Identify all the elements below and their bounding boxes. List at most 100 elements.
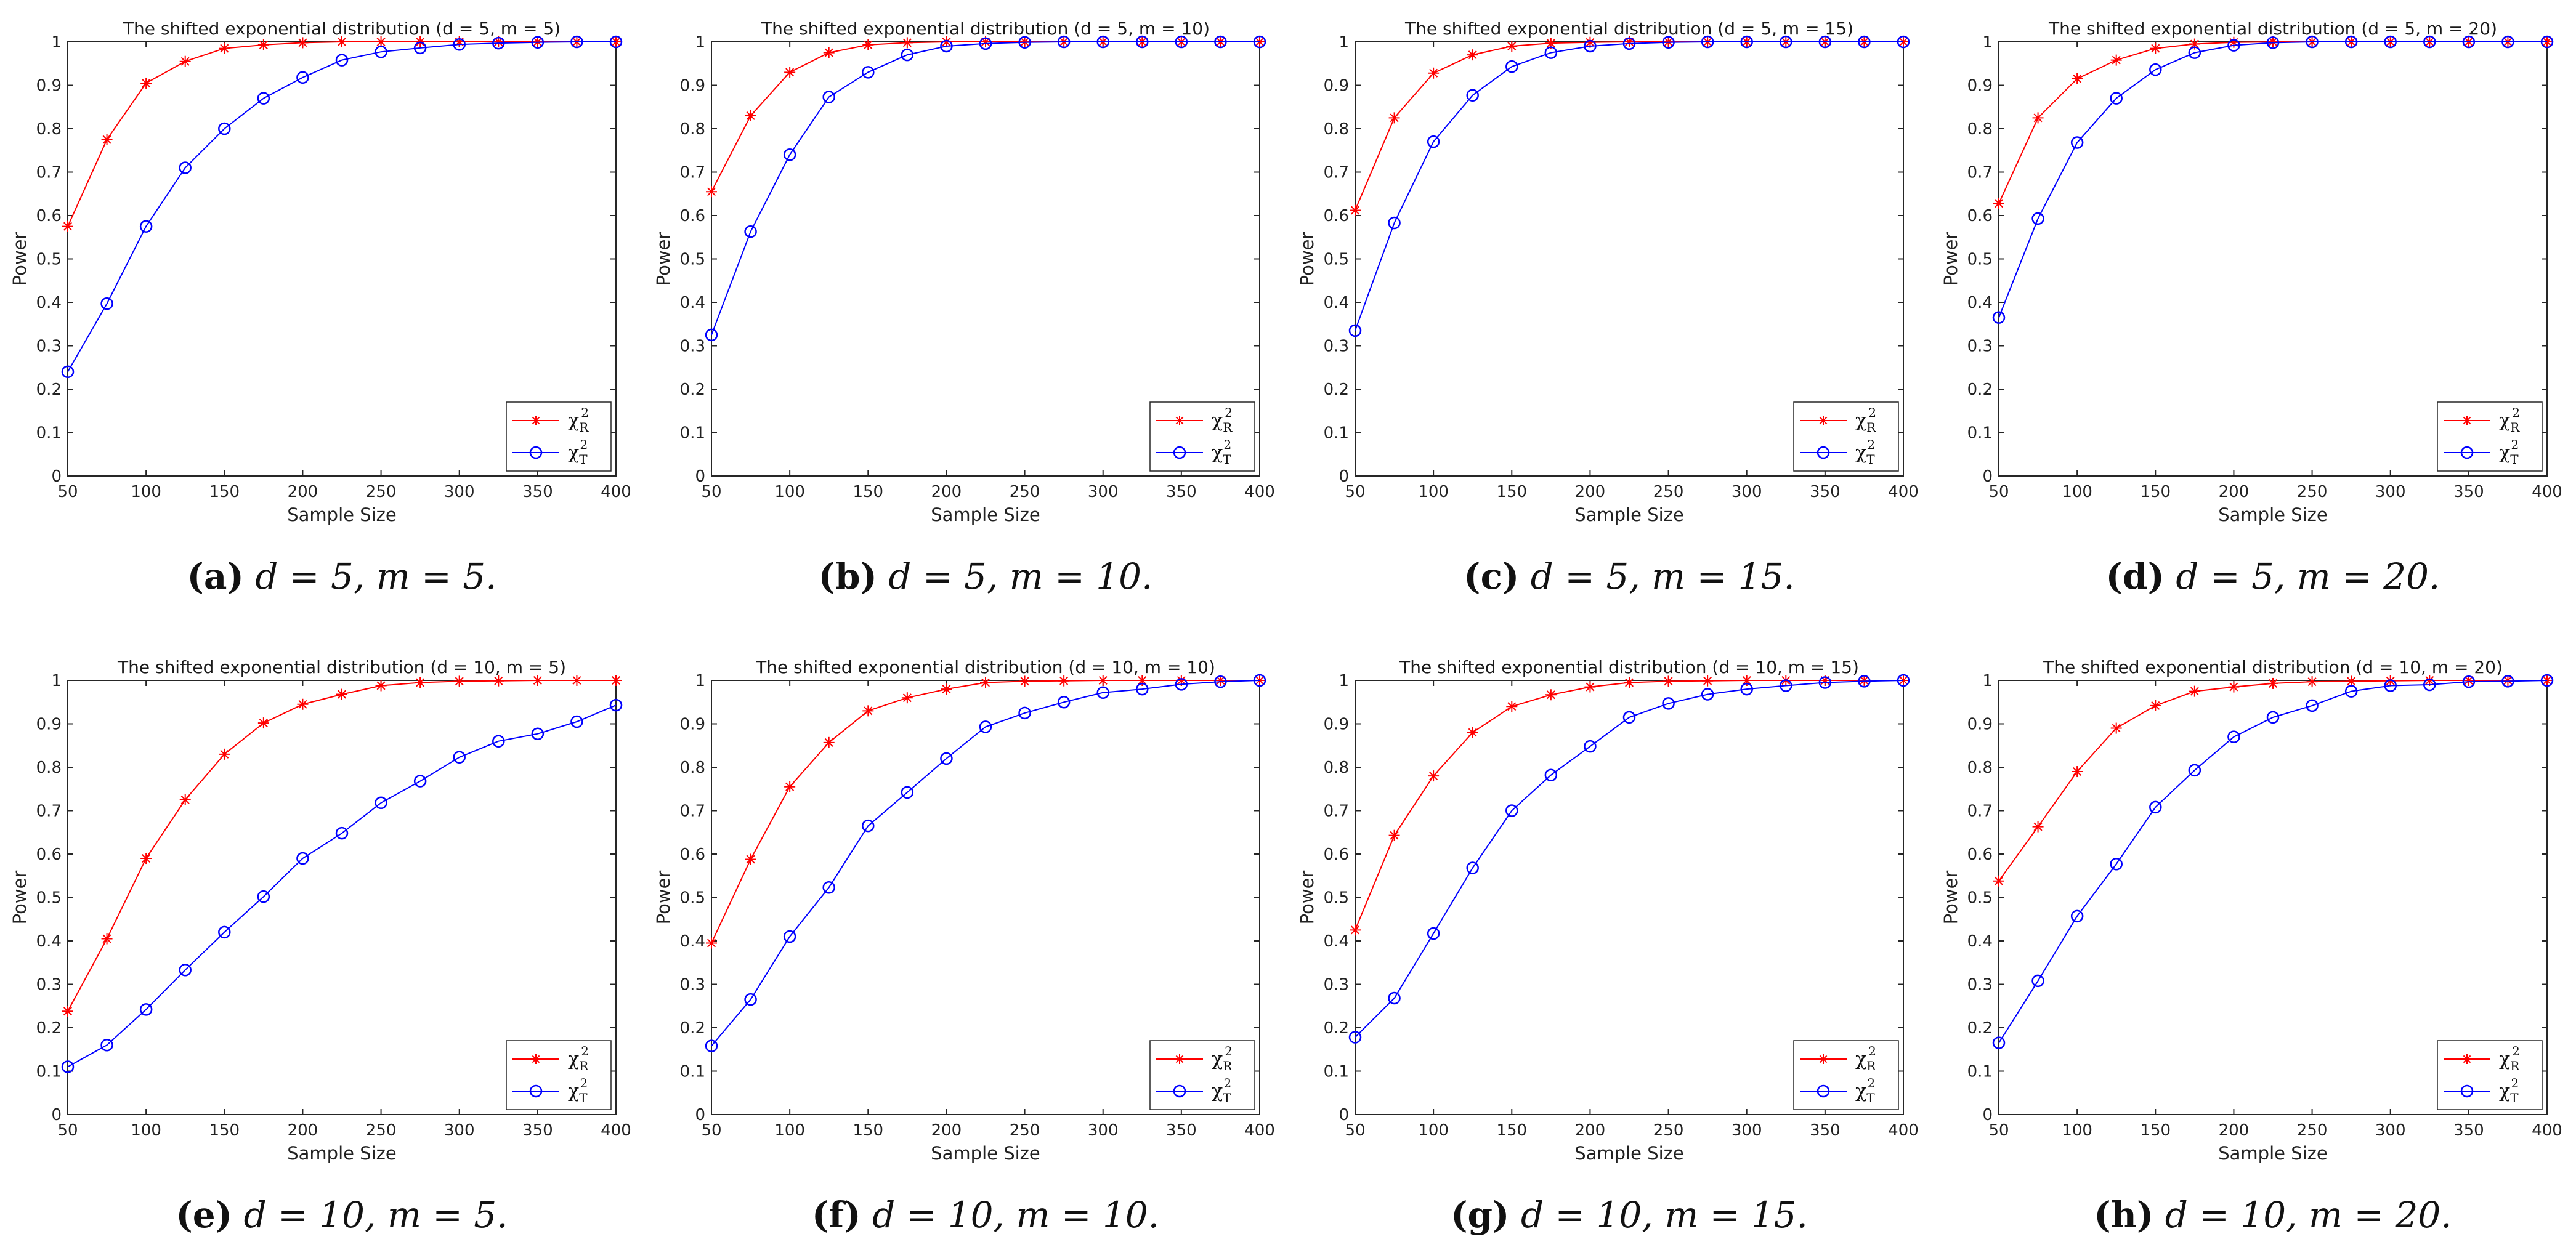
legend-box [506, 401, 612, 472]
data-point [1584, 681, 1596, 693]
x-tick-label: 150 [853, 1121, 883, 1140]
legend-label: χR2 [1212, 405, 1233, 435]
series-chi2-r [1350, 36, 1909, 216]
legend-label-sub: R [1866, 1058, 1876, 1073]
asterisk-icon [2462, 416, 2472, 425]
data-point [1622, 711, 1636, 724]
y-tick-label: 0.3 [1967, 337, 1993, 356]
x-axis-label: Sample Size [1574, 504, 1683, 525]
y-tick-label: 1 [1982, 33, 1993, 52]
data-point [901, 37, 913, 49]
legend-label-base: χ [1212, 410, 1223, 432]
caption-space [2153, 1194, 2165, 1236]
legend-label-sub: T [1866, 452, 1875, 467]
y-tick-label: 0.1 [36, 1063, 62, 1081]
data-point [822, 881, 835, 894]
data-point [2070, 909, 2084, 923]
legend-label-sup: 2 [2511, 1076, 2519, 1091]
data-point [101, 134, 113, 145]
legend-label: χR2 [2499, 1044, 2520, 1073]
y-tick-label: 0.3 [1324, 337, 1349, 356]
legend-item-chi2-r: χR2 [1156, 405, 1233, 435]
x-tick-label: 350 [2453, 483, 2484, 501]
series-line [1998, 680, 2547, 882]
legend-item-chi2-t: χT2 [2444, 437, 2519, 467]
x-tick-label: 200 [931, 1121, 962, 1140]
y-tick-label: 0.6 [680, 207, 705, 225]
data-point [1467, 727, 1478, 738]
data-point [62, 1006, 73, 1017]
y-tick-label: 0.4 [36, 294, 62, 312]
x-tick-label: 300 [2375, 483, 2406, 501]
series-line [711, 41, 1260, 192]
y-tick-label: 0 [1982, 1106, 1993, 1124]
data-point [453, 751, 466, 764]
data-point [531, 727, 545, 740]
x-axis-label: Sample Size [931, 1143, 1040, 1164]
chart-panel-e: The shifted exponential distribution (d … [9, 657, 631, 1236]
x-tick-label: 350 [1810, 1121, 1841, 1140]
x-tick-label: 250 [2297, 483, 2328, 501]
caption-letter: (b) [819, 555, 877, 597]
data-point [1897, 674, 1910, 687]
legend-label-sup: 2 [580, 437, 588, 452]
data-point [1018, 706, 1031, 720]
x-tick-label: 350 [1166, 1121, 1197, 1140]
series-line [1998, 680, 2548, 1044]
data-point [2032, 821, 2044, 833]
x-tick-label: 50 [57, 1121, 78, 1140]
legend-label-base: χ [1855, 442, 1866, 464]
asterisk-icon [1818, 1054, 1828, 1064]
data-point [375, 680, 387, 692]
data-point [1348, 324, 1362, 337]
x-tick-label: 100 [131, 483, 161, 501]
data-point [413, 41, 427, 55]
x-tick-label: 300 [1088, 483, 1119, 501]
data-point [783, 148, 796, 161]
y-tick-label: 0.4 [680, 294, 705, 312]
series-chi2-r [706, 36, 1265, 198]
series-line [711, 680, 1260, 943]
legend-label: χR2 [568, 405, 589, 435]
y-tick-label: 0.9 [36, 77, 62, 95]
data-point [493, 675, 504, 687]
caption-text: d = 10, m = 5. [244, 1194, 508, 1236]
x-tick-label: 100 [2062, 1121, 2092, 1140]
figure-caption: (b) d = 5, m = 10. [819, 555, 1153, 597]
data-point [1175, 678, 1188, 691]
data-point [1662, 697, 1675, 710]
data-point [1544, 768, 1558, 781]
legend-label-base: χ [568, 442, 579, 464]
series-chi2-t [705, 35, 1266, 342]
y-tick-label: 0.7 [1324, 164, 1349, 182]
circle-icon [1817, 1084, 1830, 1098]
legend-label-sup: 2 [2512, 405, 2520, 420]
y-tick-label: 0.7 [1967, 164, 1993, 182]
data-point [100, 1038, 113, 1052]
data-point [784, 67, 796, 78]
y-tick-label: 0.9 [1967, 716, 1993, 734]
x-tick-label: 350 [1166, 483, 1197, 501]
data-point [1993, 198, 2004, 209]
legend-label: χR2 [568, 1044, 589, 1073]
y-tick-label: 1 [51, 672, 62, 690]
circle-icon [2460, 446, 2474, 459]
data-point [1058, 675, 1070, 687]
data-point [1467, 49, 1478, 61]
legend-label-sub: R [1223, 420, 1233, 435]
y-tick-label: 1 [695, 33, 705, 52]
x-tick-label: 50 [1345, 1121, 1365, 1140]
legend-label-base: χ [568, 1049, 579, 1070]
data-point [2266, 36, 2280, 49]
y-tick-label: 0.5 [1324, 889, 1349, 908]
x-tick-label: 350 [522, 483, 553, 501]
legend-label: χR2 [1855, 1044, 1876, 1073]
x-tick-label: 100 [774, 1121, 805, 1140]
y-tick-label: 0.9 [1324, 77, 1349, 95]
data-point [296, 852, 309, 865]
series-line [1355, 41, 1903, 211]
series-line [67, 41, 616, 373]
y-tick-label: 0.8 [1967, 120, 1993, 139]
